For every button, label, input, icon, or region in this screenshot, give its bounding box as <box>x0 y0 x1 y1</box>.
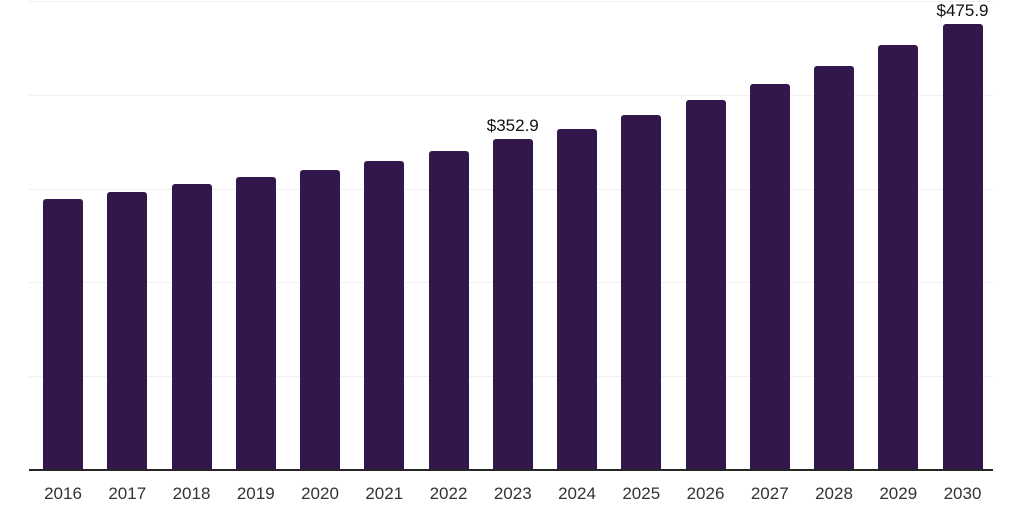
x-axis-label-2028: 2028 <box>815 484 853 503</box>
x-axis-label-2018: 2018 <box>172 484 211 503</box>
gridline-400 <box>29 95 993 96</box>
x-axis-label-2022: 2022 <box>429 484 468 503</box>
bar-2019 <box>235 176 276 470</box>
bar-2021 <box>364 160 405 470</box>
x-axis-label-2026: 2026 <box>686 484 725 503</box>
data-label-2023: $352.9 <box>486 115 539 135</box>
x-axis-label-2023: 2023 <box>493 484 532 503</box>
x-axis-label-2019: 2019 <box>236 484 275 503</box>
bar-2030 <box>942 23 983 470</box>
bar-2017 <box>107 191 148 470</box>
x-axis-label-2030: 2030 <box>943 484 982 503</box>
gridline-500 <box>29 1 993 2</box>
x-axis-label-2016: 2016 <box>44 484 82 503</box>
x-axis-label-2020: 2020 <box>301 484 339 503</box>
bar-2018 <box>171 184 212 470</box>
data-label-2030: $475.9 <box>936 0 989 20</box>
x-axis-label-2021: 2021 <box>365 484 404 503</box>
x-axis-label-2029: 2029 <box>879 484 918 503</box>
bar-2025 <box>621 114 662 470</box>
bar-2020 <box>300 169 340 470</box>
x-axis-label-2017: 2017 <box>108 484 147 503</box>
x-axis-label-2027: 2027 <box>750 484 789 503</box>
x-axis-label-2024: 2024 <box>558 484 596 503</box>
bar-2027 <box>749 83 790 470</box>
bar-2016 <box>43 199 83 470</box>
bar-2023 <box>492 138 533 470</box>
bar-2029 <box>878 44 919 470</box>
bar-2022 <box>428 150 469 470</box>
bar-2026 <box>685 99 726 470</box>
bar-2024 <box>557 128 597 470</box>
x-axis-line <box>29 469 993 471</box>
x-axis-label-2025: 2025 <box>622 484 661 503</box>
bar-2028 <box>814 65 854 470</box>
